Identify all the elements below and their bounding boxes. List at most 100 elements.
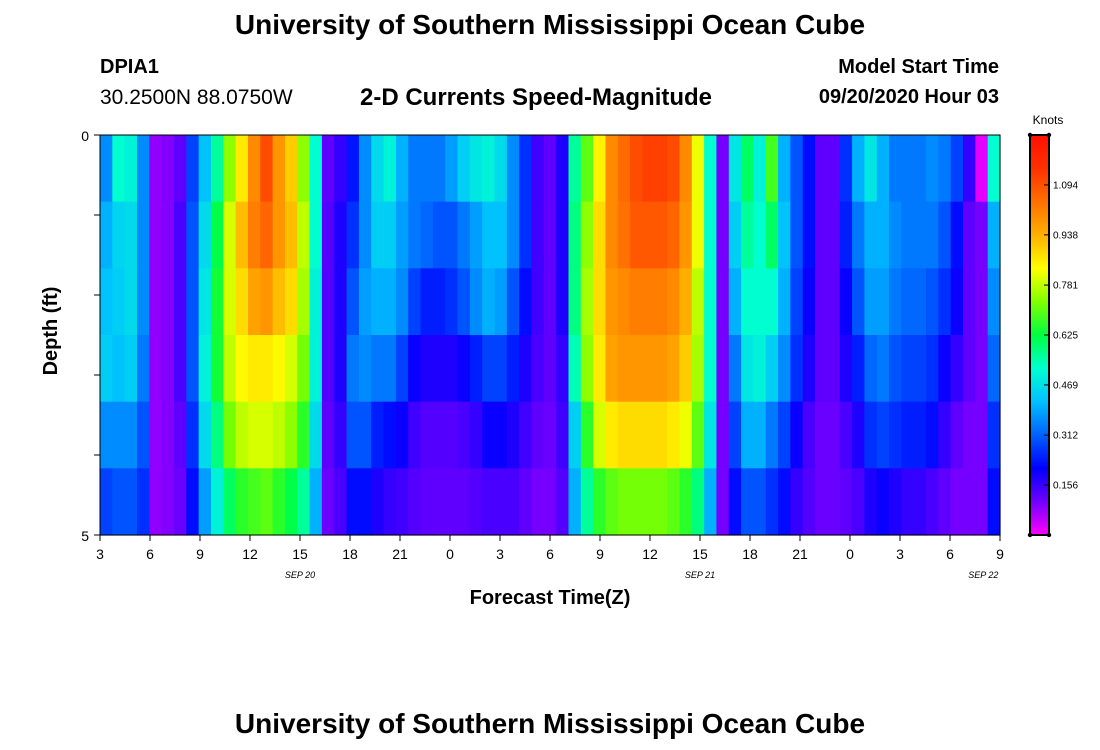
colorbar-corner-dot xyxy=(1027,132,1033,138)
heatmap-cell xyxy=(691,401,705,469)
heatmap-cell xyxy=(642,335,656,403)
heatmap-cell xyxy=(494,335,508,403)
x-tick-label: 9 xyxy=(996,546,1004,562)
heatmap-cell xyxy=(235,268,249,336)
x-axis-label: Forecast Time(Z) xyxy=(470,587,631,609)
heatmap-cell xyxy=(987,335,1001,403)
heatmap-cell xyxy=(753,201,767,269)
heatmap-cell xyxy=(580,268,594,336)
heatmap-cell xyxy=(802,201,816,269)
heatmap-cell xyxy=(469,268,483,336)
heatmap-cell xyxy=(889,335,902,403)
heatmap-cell xyxy=(346,335,360,403)
heatmap-cell xyxy=(839,401,853,469)
heatmap-cell xyxy=(778,468,792,536)
heatmap-cell xyxy=(272,335,286,403)
heatmap-cell xyxy=(198,135,212,203)
heatmap-cell xyxy=(383,401,397,469)
heatmap-cell xyxy=(753,468,767,536)
heatmap-cell xyxy=(136,135,150,203)
heatmap-cell xyxy=(371,201,385,269)
heatmap-cell xyxy=(494,468,508,536)
heatmap-cell xyxy=(605,335,619,403)
heatmap-cell xyxy=(247,268,261,336)
heatmap-cell xyxy=(790,401,804,469)
heatmap-cell xyxy=(247,135,261,203)
heatmap-cell xyxy=(482,135,496,203)
heatmap-cell xyxy=(186,468,200,536)
heatmap-cell xyxy=(173,135,187,203)
heatmap-cell xyxy=(765,201,779,269)
heatmap-cell xyxy=(297,201,311,269)
heatmap-cell xyxy=(913,268,927,336)
heatmap-cell xyxy=(568,201,582,269)
heatmap-cell xyxy=(741,135,755,203)
heatmap-cell xyxy=(408,135,422,203)
heatmap-cell xyxy=(543,268,557,336)
heatmap-cell xyxy=(272,135,286,203)
heatmap-cell xyxy=(839,135,853,203)
heatmap-cell xyxy=(827,401,841,469)
heatmap-cell xyxy=(321,468,335,536)
heatmap-cell xyxy=(864,468,878,536)
heatmap-cell xyxy=(272,401,286,469)
heatmap-cell xyxy=(432,201,446,269)
heatmap-cell xyxy=(173,201,187,269)
heatmap-cell xyxy=(790,468,804,536)
heatmap-cell xyxy=(802,335,816,403)
heatmap-cell xyxy=(149,335,163,403)
heatmap-cell xyxy=(149,401,163,469)
heatmap-cell xyxy=(173,468,187,536)
heatmap-cell xyxy=(556,268,570,336)
heatmap-cell xyxy=(864,401,878,469)
heatmap-cell xyxy=(827,335,841,403)
heatmap-cell xyxy=(210,335,224,403)
heatmap-cell xyxy=(679,268,693,336)
heatmap-cell xyxy=(272,468,286,536)
heatmap-cell xyxy=(469,335,483,403)
heatmap-cell xyxy=(704,268,718,336)
x-tick-label: 9 xyxy=(596,546,604,562)
heatmap-cell xyxy=(260,135,274,203)
heatmap-cell xyxy=(765,135,779,203)
heatmap-cell xyxy=(531,135,545,203)
heatmap-cell xyxy=(728,268,742,336)
heatmap-cell xyxy=(124,335,138,403)
heatmap-cell xyxy=(901,135,915,203)
heatmap-cell xyxy=(815,468,828,536)
heatmap-cell xyxy=(605,401,619,469)
heatmap-cell xyxy=(136,268,150,336)
heatmap-cell xyxy=(124,135,138,203)
heatmap-cell xyxy=(358,335,372,403)
colorbar-corner-dot xyxy=(1046,132,1052,138)
heatmap-cell xyxy=(753,135,767,203)
heatmap-cell xyxy=(741,468,755,536)
heatmap-cell xyxy=(876,335,890,403)
heatmap-cell xyxy=(149,268,163,336)
heatmap-cell xyxy=(630,201,644,269)
heatmap-cell xyxy=(161,468,175,536)
heatmap-cell xyxy=(420,135,434,203)
heatmap-cell xyxy=(469,468,483,536)
heatmap-cell xyxy=(753,335,767,403)
heatmap-cell xyxy=(506,468,520,536)
heatmap-cell xyxy=(531,335,545,403)
heatmap-cell xyxy=(802,268,816,336)
heatmap-cell xyxy=(494,268,508,336)
heatmap-cell xyxy=(494,201,508,269)
heatmap-cell xyxy=(506,335,520,403)
x-tick-label: 18 xyxy=(342,546,358,562)
heatmap-cell xyxy=(309,335,323,403)
heatmap-cell xyxy=(395,135,409,203)
heatmap-cell xyxy=(260,401,274,469)
page-title-bottom: University of Southern Mississippi Ocean… xyxy=(234,708,866,739)
heatmap-cell xyxy=(630,468,644,536)
heatmap-cell xyxy=(395,201,409,269)
colorbar-tick-label: 1.094 xyxy=(1053,180,1078,191)
heatmap-cell xyxy=(445,468,459,536)
heatmap-cell xyxy=(309,401,323,469)
heatmap-cell xyxy=(260,335,274,403)
heatmap-cell xyxy=(395,335,409,403)
heatmap-cell xyxy=(309,468,323,536)
heatmap-cell xyxy=(210,268,224,336)
